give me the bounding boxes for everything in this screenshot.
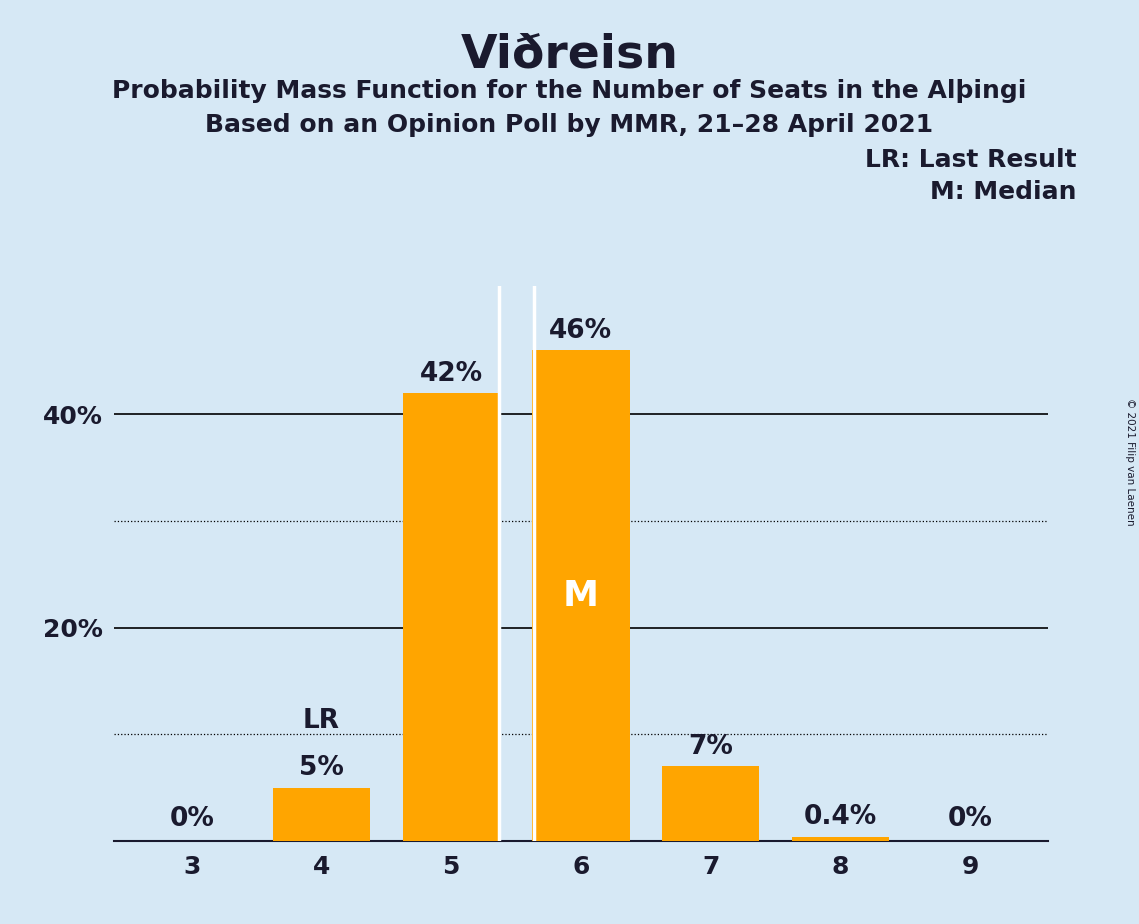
Bar	[532, 350, 630, 841]
Text: LR: Last Result: LR: Last Result	[865, 148, 1076, 172]
Bar	[792, 836, 888, 841]
Text: © 2021 Filip van Laenen: © 2021 Filip van Laenen	[1125, 398, 1134, 526]
Text: 0%: 0%	[948, 807, 992, 833]
Text: Probability Mass Function for the Number of Seats in the Alþingi: Probability Mass Function for the Number…	[113, 79, 1026, 103]
Text: Viðreisn: Viðreisn	[460, 32, 679, 78]
Text: M: M	[563, 578, 599, 613]
Text: 46%: 46%	[549, 318, 613, 344]
Text: 0.4%: 0.4%	[804, 804, 877, 830]
Text: 0%: 0%	[170, 807, 214, 833]
Bar	[273, 787, 370, 841]
Text: LR: LR	[303, 708, 339, 735]
Text: 5%: 5%	[300, 755, 344, 781]
Text: 7%: 7%	[688, 734, 734, 760]
Bar	[402, 393, 500, 841]
Text: M: Median: M: Median	[929, 180, 1076, 204]
Text: 42%: 42%	[419, 360, 483, 386]
Bar	[662, 766, 760, 841]
Text: Based on an Opinion Poll by MMR, 21–28 April 2021: Based on an Opinion Poll by MMR, 21–28 A…	[205, 113, 934, 137]
